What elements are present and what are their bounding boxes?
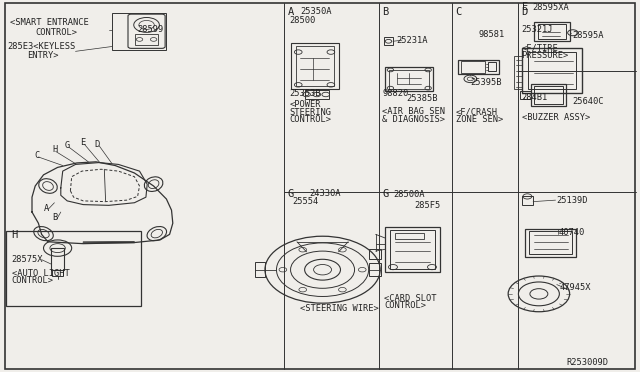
Bar: [534, 22, 570, 41]
Text: 24330A: 24330A: [310, 189, 341, 198]
Bar: [520, 91, 531, 99]
Bar: [534, 86, 563, 104]
Text: 98820: 98820: [382, 89, 408, 98]
Bar: [461, 61, 485, 73]
Bar: [296, 46, 334, 86]
Text: 47945X: 47945X: [560, 283, 591, 292]
Text: 98581: 98581: [478, 30, 504, 39]
Bar: [488, 62, 496, 71]
Text: B: B: [52, 213, 58, 222]
Text: A: A: [44, 204, 49, 213]
Bar: [389, 70, 429, 89]
Bar: [369, 263, 381, 276]
Text: G: G: [65, 141, 70, 150]
Text: ZONE SEN>: ZONE SEN>: [456, 115, 503, 124]
Text: & DIAGNOSIS>: & DIAGNOSIS>: [382, 115, 445, 124]
Text: 25231A: 25231A: [397, 36, 428, 45]
Bar: [514, 56, 522, 89]
Bar: [385, 67, 433, 91]
Text: <BUZZER ASSY>: <BUZZER ASSY>: [522, 113, 590, 122]
Bar: [369, 249, 381, 259]
Text: 25353B: 25353B: [289, 89, 321, 98]
Text: <POWER: <POWER: [289, 100, 321, 109]
Text: 285E3<KEYLESS: 285E3<KEYLESS: [8, 42, 76, 51]
Text: 28599: 28599: [138, 25, 164, 34]
Text: CONTROL>: CONTROL>: [384, 301, 426, 310]
Text: 28500: 28500: [289, 16, 316, 25]
Text: 40740: 40740: [558, 228, 584, 237]
Text: D: D: [522, 7, 528, 17]
Bar: [395, 233, 424, 239]
Text: G: G: [382, 189, 388, 199]
Text: C: C: [456, 7, 462, 17]
Text: <F/CRASH: <F/CRASH: [456, 107, 498, 116]
Text: B: B: [382, 7, 388, 17]
Text: 25350A: 25350A: [300, 7, 332, 16]
Text: E: E: [80, 138, 85, 147]
Text: CONTROL>: CONTROL>: [12, 276, 54, 285]
Bar: [52, 270, 63, 276]
Text: 28595A: 28595A: [573, 31, 604, 40]
Text: 285F5: 285F5: [414, 201, 440, 210]
Bar: [522, 196, 533, 205]
Text: 25385B: 25385B: [406, 94, 438, 103]
Bar: [135, 34, 158, 45]
Text: <SMART ENTRANCE: <SMART ENTRANCE: [10, 18, 88, 27]
Text: CONTROL>: CONTROL>: [289, 115, 332, 124]
Text: 25139D: 25139D: [557, 196, 588, 205]
Text: ENTRY>: ENTRY>: [27, 51, 58, 60]
Bar: [529, 231, 572, 254]
Text: 25554: 25554: [292, 197, 319, 206]
Text: D: D: [95, 140, 100, 149]
Bar: [390, 230, 435, 269]
Bar: [384, 37, 393, 45]
Text: C: C: [34, 151, 39, 160]
Bar: [305, 90, 329, 99]
Text: A: A: [287, 7, 294, 17]
Text: 28500A: 28500A: [393, 190, 424, 199]
Bar: [255, 262, 265, 277]
Text: <AIR BAG SEN: <AIR BAG SEN: [382, 107, 445, 116]
Text: R253009D: R253009D: [566, 358, 609, 367]
Text: CONTROL>: CONTROL>: [35, 28, 77, 37]
Text: H: H: [52, 145, 58, 154]
Bar: [525, 229, 576, 257]
Text: G: G: [287, 189, 294, 199]
Text: E: E: [522, 3, 528, 12]
Bar: [291, 43, 339, 89]
Text: STEERING: STEERING: [289, 108, 332, 117]
Bar: [6, 231, 141, 306]
Text: <STEERING WIRE>: <STEERING WIRE>: [300, 304, 379, 313]
Text: <F/TIRE: <F/TIRE: [522, 44, 558, 53]
Bar: [112, 13, 166, 50]
Bar: [385, 227, 440, 272]
Text: 25321J: 25321J: [522, 25, 553, 34]
Text: <AUTO LIGHT: <AUTO LIGHT: [12, 269, 69, 278]
Text: 25395B: 25395B: [470, 78, 502, 87]
Text: <CARD SLOT: <CARD SLOT: [384, 294, 436, 303]
Bar: [538, 24, 566, 39]
Bar: [531, 84, 566, 106]
Text: 28575X: 28575X: [12, 255, 43, 264]
Text: PRESSURE>: PRESSURE>: [522, 51, 569, 60]
Text: H: H: [12, 230, 18, 240]
Text: 284B1: 284B1: [522, 93, 548, 102]
Bar: [528, 52, 576, 89]
Text: 25640C: 25640C: [573, 97, 604, 106]
Text: 28595XA: 28595XA: [532, 3, 569, 12]
Bar: [458, 60, 499, 74]
Bar: [51, 248, 64, 270]
Bar: [522, 48, 582, 93]
